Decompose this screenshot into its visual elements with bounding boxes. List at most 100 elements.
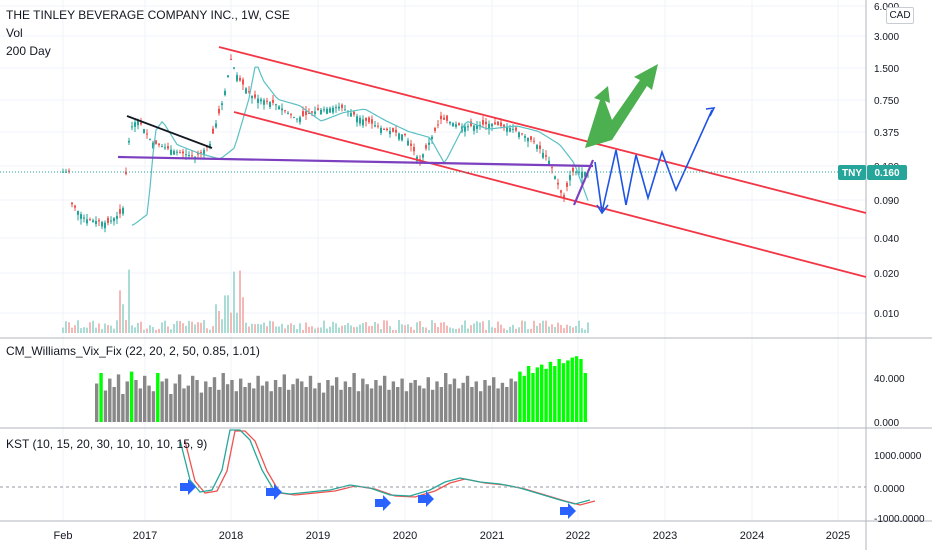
volume-bar xyxy=(323,320,325,333)
vix-bar xyxy=(125,381,129,422)
volume-bar xyxy=(374,322,376,333)
volume-bar xyxy=(359,324,361,333)
volume-bar xyxy=(500,324,502,333)
candle-body xyxy=(470,121,472,126)
price-tick-label: 1.500 xyxy=(874,64,899,75)
volume-bar xyxy=(257,323,259,333)
volume-bar xyxy=(284,328,286,333)
volume-legend[interactable]: Vol xyxy=(6,26,23,40)
volume-bar xyxy=(116,320,118,333)
volume-bar xyxy=(476,321,478,333)
candle-body xyxy=(89,219,91,221)
candle-body xyxy=(524,136,526,138)
vix-bar xyxy=(103,390,108,422)
candle-body xyxy=(353,111,355,115)
volume-bar xyxy=(215,304,217,333)
last-price-badge xyxy=(867,165,907,180)
vix-bar xyxy=(448,384,452,422)
volume-bar xyxy=(560,324,562,333)
vix-bar xyxy=(457,388,461,422)
candle-body xyxy=(506,127,508,132)
candle-body xyxy=(497,121,499,126)
currency-badge[interactable]: CAD xyxy=(886,7,914,24)
vix-bar xyxy=(243,387,247,422)
candle-body xyxy=(83,217,85,219)
vix-bar xyxy=(452,378,457,422)
vix-fix-bars xyxy=(95,356,588,422)
candle-body xyxy=(146,133,148,135)
vix-bar xyxy=(518,371,522,422)
vix-pane-label[interactable]: CM_Williams_Vix_Fix (22, 20, 2, 50, 0.85… xyxy=(6,344,260,358)
breakout-line xyxy=(572,159,595,206)
support-line xyxy=(117,155,594,168)
volume-bar xyxy=(440,322,442,333)
candle-body xyxy=(314,111,316,114)
vix-bar xyxy=(282,374,287,422)
volume-bar xyxy=(452,328,454,333)
candle-body xyxy=(182,151,184,154)
vix-bar xyxy=(579,359,583,422)
volume-bar xyxy=(557,322,559,333)
ma-legend[interactable]: 200 Day xyxy=(6,44,51,58)
volume-bar xyxy=(263,322,265,333)
candle-body xyxy=(95,220,97,225)
vix-bar xyxy=(396,387,400,422)
ticker-badge-text: TNY xyxy=(842,168,862,179)
volume-bar xyxy=(572,327,574,333)
volume-bar xyxy=(260,324,262,333)
price-tick-label: 0.750 xyxy=(874,96,899,107)
vix-bar xyxy=(308,375,313,422)
volume-bar xyxy=(113,328,115,333)
candle-body xyxy=(530,136,532,140)
volume-bar xyxy=(203,320,205,333)
candle-body xyxy=(158,143,160,146)
volume-bar xyxy=(305,322,307,333)
volume-bar xyxy=(122,304,124,333)
volume-bar xyxy=(350,325,352,333)
candle-body xyxy=(518,132,520,138)
volume-bar xyxy=(353,327,355,333)
candle-body xyxy=(368,117,370,123)
candle-body xyxy=(344,109,346,111)
candle-body xyxy=(137,119,139,126)
volume-bar xyxy=(80,328,82,333)
vix-bar xyxy=(548,361,553,422)
candle-body xyxy=(77,210,79,215)
kst-pane-label[interactable]: KST (10, 15, 20, 30, 10, 10, 10, 15, 9) xyxy=(6,437,208,451)
volume-bar xyxy=(410,326,412,333)
vix-bar xyxy=(182,388,186,422)
path-arrow-head xyxy=(596,204,609,215)
candle-body xyxy=(257,98,259,103)
volume-bar xyxy=(107,325,109,333)
vix-bar xyxy=(382,375,387,422)
vix-bar xyxy=(208,387,212,422)
volume-bar xyxy=(344,325,346,333)
candle-body xyxy=(452,123,454,127)
candle-body xyxy=(350,112,352,117)
candle-body xyxy=(266,100,268,102)
candle-body xyxy=(398,133,400,140)
vix-bar xyxy=(173,383,177,422)
vix-bar xyxy=(169,394,173,422)
volume-bar xyxy=(125,320,127,333)
candle-body xyxy=(392,128,394,132)
volume-bar xyxy=(155,329,157,333)
candle-body xyxy=(395,129,397,133)
vix-bar xyxy=(526,366,531,422)
path-projection-line xyxy=(594,109,713,213)
vix-bar xyxy=(221,373,225,422)
vix-bar xyxy=(151,391,156,422)
vix-bar xyxy=(352,373,356,422)
vix-bar xyxy=(295,378,300,422)
candle-body xyxy=(71,202,73,205)
volume-bar xyxy=(104,323,106,333)
vix-bar xyxy=(435,381,439,422)
candle-body xyxy=(371,119,373,124)
symbol-title[interactable]: THE TINLEY BEVERAGE COMPANY INC., 1W, CS… xyxy=(6,8,290,22)
vix-bar xyxy=(273,380,278,422)
volume-bar xyxy=(491,327,493,333)
vix-bar xyxy=(326,380,330,422)
volume-bar xyxy=(233,271,235,333)
candle-body xyxy=(482,120,484,125)
candle-body xyxy=(515,127,517,131)
